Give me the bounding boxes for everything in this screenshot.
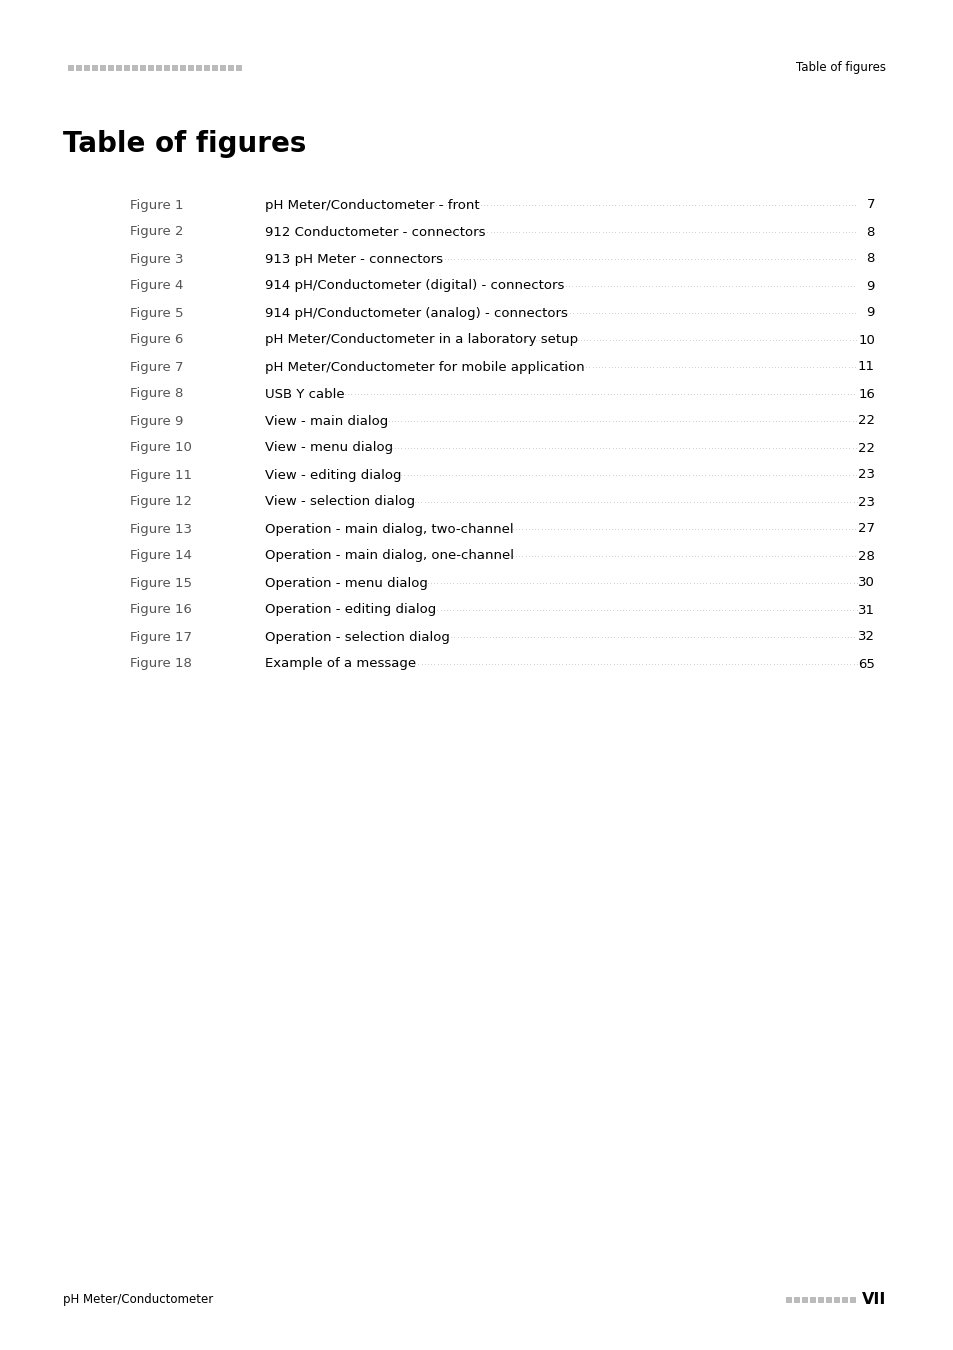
Text: Figure 14: Figure 14 [130, 549, 192, 563]
Bar [91, 65, 98, 72]
Bar [116, 65, 122, 72]
Bar [180, 65, 186, 72]
Text: 32: 32 [857, 630, 874, 644]
Text: 8: 8 [865, 225, 874, 239]
Text: 31: 31 [857, 603, 874, 617]
Text: pH Meter/Conductometer - front: pH Meter/Conductometer - front [265, 198, 479, 212]
Text: 914 pH/Conductometer (analog) - connectors: 914 pH/Conductometer (analog) - connecto… [265, 306, 567, 320]
Text: VII: VII [861, 1292, 885, 1308]
Bar [793, 1297, 800, 1303]
Text: 23: 23 [857, 495, 874, 509]
Text: pH Meter/Conductometer: pH Meter/Conductometer [63, 1293, 213, 1307]
Text: 16: 16 [858, 387, 874, 401]
Text: 9: 9 [865, 279, 874, 293]
Bar [228, 65, 233, 72]
Text: 913 pH Meter - connectors: 913 pH Meter - connectors [265, 252, 442, 266]
Bar [76, 65, 82, 72]
Bar [108, 65, 113, 72]
Bar [841, 1297, 847, 1303]
Bar [849, 1297, 855, 1303]
Text: Figure 17: Figure 17 [130, 630, 192, 644]
Bar [817, 1297, 823, 1303]
Bar [220, 65, 226, 72]
Text: 11: 11 [857, 360, 874, 374]
Text: Figure 18: Figure 18 [130, 657, 192, 671]
Text: Table of figures: Table of figures [795, 62, 885, 74]
Text: Figure 4: Figure 4 [130, 279, 183, 293]
Text: 28: 28 [858, 549, 874, 563]
Bar [188, 65, 193, 72]
Bar [100, 65, 106, 72]
Text: Figure 13: Figure 13 [130, 522, 192, 536]
Text: 914 pH/Conductometer (digital) - connectors: 914 pH/Conductometer (digital) - connect… [265, 279, 564, 293]
Text: Figure 5: Figure 5 [130, 306, 183, 320]
Bar [833, 1297, 840, 1303]
Bar [825, 1297, 831, 1303]
Text: View - editing dialog: View - editing dialog [265, 468, 401, 482]
Text: Operation - main dialog, two-channel: Operation - main dialog, two-channel [265, 522, 513, 536]
Bar [164, 65, 170, 72]
Text: Example of a message: Example of a message [265, 657, 416, 671]
Bar [809, 1297, 815, 1303]
Bar [172, 65, 178, 72]
Text: 22: 22 [857, 414, 874, 428]
Text: Figure 10: Figure 10 [130, 441, 192, 455]
Text: Figure 3: Figure 3 [130, 252, 183, 266]
Bar [132, 65, 138, 72]
Text: Operation - menu dialog: Operation - menu dialog [265, 576, 428, 590]
Text: 27: 27 [857, 522, 874, 536]
Text: Operation - main dialog, one-channel: Operation - main dialog, one-channel [265, 549, 514, 563]
Text: 22: 22 [857, 441, 874, 455]
Bar [68, 65, 74, 72]
Text: View - menu dialog: View - menu dialog [265, 441, 393, 455]
Text: Figure 2: Figure 2 [130, 225, 183, 239]
Bar [156, 65, 162, 72]
Text: Figure 9: Figure 9 [130, 414, 183, 428]
Text: Figure 12: Figure 12 [130, 495, 192, 509]
Bar [785, 1297, 791, 1303]
Bar [124, 65, 130, 72]
Bar [801, 1297, 807, 1303]
Bar [235, 65, 242, 72]
Text: 7: 7 [865, 198, 874, 212]
Text: Figure 6: Figure 6 [130, 333, 183, 347]
Bar [148, 65, 153, 72]
Text: Table of figures: Table of figures [63, 130, 306, 158]
Bar [204, 65, 210, 72]
Text: View - main dialog: View - main dialog [265, 414, 388, 428]
Bar [140, 65, 146, 72]
Text: Figure 8: Figure 8 [130, 387, 183, 401]
Text: View - selection dialog: View - selection dialog [265, 495, 415, 509]
Text: Figure 16: Figure 16 [130, 603, 192, 617]
Text: Figure 1: Figure 1 [130, 198, 183, 212]
Text: pH Meter/Conductometer for mobile application: pH Meter/Conductometer for mobile applic… [265, 360, 584, 374]
Text: 10: 10 [858, 333, 874, 347]
Bar [84, 65, 90, 72]
Text: 912 Conductometer - connectors: 912 Conductometer - connectors [265, 225, 485, 239]
Text: 8: 8 [865, 252, 874, 266]
Text: Figure 11: Figure 11 [130, 468, 192, 482]
Text: 23: 23 [857, 468, 874, 482]
Text: Figure 15: Figure 15 [130, 576, 192, 590]
Text: USB Y cable: USB Y cable [265, 387, 344, 401]
Text: 30: 30 [858, 576, 874, 590]
Bar [195, 65, 202, 72]
Text: Operation - selection dialog: Operation - selection dialog [265, 630, 450, 644]
Bar [212, 65, 218, 72]
Text: Operation - editing dialog: Operation - editing dialog [265, 603, 436, 617]
Text: Figure 7: Figure 7 [130, 360, 183, 374]
Text: 9: 9 [865, 306, 874, 320]
Text: pH Meter/Conductometer in a laboratory setup: pH Meter/Conductometer in a laboratory s… [265, 333, 578, 347]
Text: 65: 65 [858, 657, 874, 671]
